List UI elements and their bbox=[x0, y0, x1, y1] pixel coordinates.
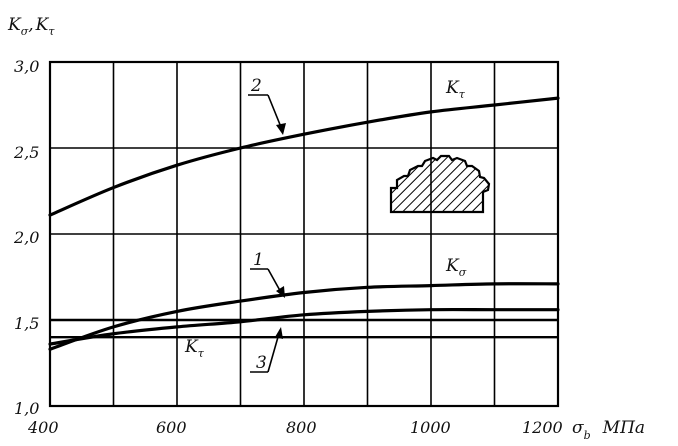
splined-shaft-section-icon bbox=[389, 154, 491, 214]
series-2-number: 2 bbox=[250, 76, 262, 96]
y-tick-label: 2,5 bbox=[13, 143, 39, 162]
x-tick-label: 1200 bbox=[522, 418, 563, 437]
x-tick-label: 1000 bbox=[410, 418, 451, 437]
y-tick-label: 2,0 bbox=[13, 228, 39, 247]
series-3-label: Kτ bbox=[184, 337, 205, 360]
y-tick-label: 1,0 bbox=[14, 399, 39, 418]
series-3-number: 3 bbox=[256, 353, 267, 373]
plot-frame bbox=[48, 60, 560, 408]
series-1-number: 1 bbox=[253, 250, 264, 270]
series-lines bbox=[48, 96, 560, 351]
series-1-arrowhead bbox=[276, 286, 285, 298]
x-axis-label: σb МПа bbox=[572, 418, 645, 442]
y-axis-label: Kσ, Kτ bbox=[7, 15, 55, 38]
series-3-arrowhead bbox=[275, 327, 283, 339]
x-tick-labels: 400 600 800 1000 1200 bbox=[27, 418, 563, 437]
series-3-line bbox=[48, 307, 560, 346]
series-2-label: Kτ bbox=[445, 78, 466, 101]
y-tick-labels: 1,0 1,5 2,0 2,5 3,0 bbox=[13, 57, 39, 418]
x-tick-label: 800 bbox=[286, 418, 317, 437]
series-2-line bbox=[48, 96, 560, 217]
series-1-label: Kσ bbox=[445, 256, 467, 279]
x-tick-label: 400 bbox=[27, 418, 59, 437]
series-2-arrowhead bbox=[276, 123, 286, 135]
y-tick-label: 3,0 bbox=[14, 57, 39, 76]
series-1-line bbox=[48, 282, 560, 351]
y-tick-label: 1,5 bbox=[14, 314, 39, 333]
x-tick-label: 600 bbox=[156, 418, 187, 437]
grid bbox=[50, 62, 558, 406]
